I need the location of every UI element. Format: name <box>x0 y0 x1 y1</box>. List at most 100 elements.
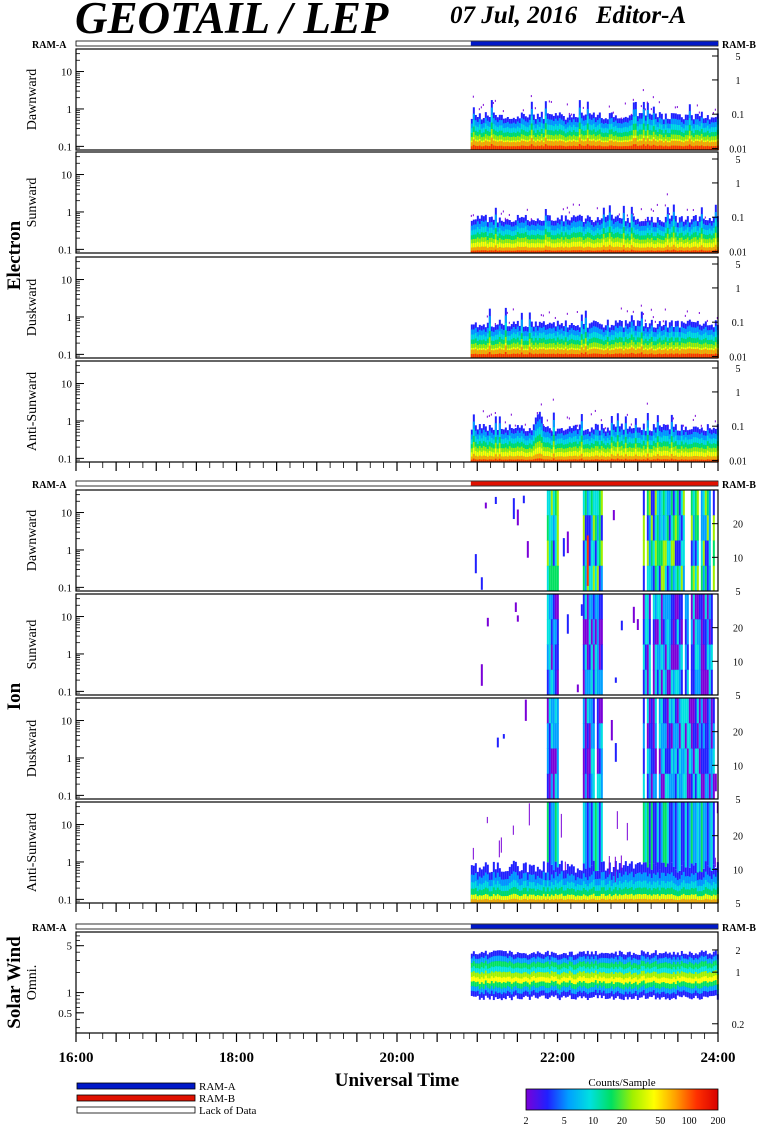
x-tick-label: 24:00 <box>701 1050 736 1066</box>
legend-swatch <box>76 1082 196 1090</box>
y-tick-label-right: 5 <box>736 155 741 166</box>
x-tick-label: 18:00 <box>219 1050 254 1066</box>
ram-a-label: RAM-A <box>32 480 67 491</box>
panel-sunward: 10 1 0.1 20 10 5 Sunward <box>25 593 743 702</box>
y-tick-label-right: 1 <box>736 76 741 87</box>
y-tick-label-left: 5 <box>67 941 73 953</box>
colorbar-tick-label: 10 <box>588 1116 598 1127</box>
legend-swatch <box>76 1106 196 1114</box>
panel-duskward: 10 1 0.1 20 10 5 Duskward <box>25 697 743 806</box>
y-tick-label-left: 0.1 <box>58 790 72 802</box>
x-tick-label: 20:00 <box>380 1050 415 1066</box>
y-tick-label-left: 1 <box>67 545 73 557</box>
ram-state-bar <box>470 41 718 46</box>
y-tick-label-right: 0.1 <box>732 422 745 433</box>
x-tick-label: 16:00 <box>59 1050 94 1066</box>
panel-label: Duskward <box>25 720 40 778</box>
legend-label: RAM-B <box>199 1093 235 1105</box>
panel-frame <box>75 489 719 592</box>
y-tick-label-left: 1 <box>67 416 73 428</box>
legend-label: RAM-A <box>199 1081 236 1093</box>
colorbar-gradient <box>525 1088 719 1111</box>
y-tick-label-left: 1 <box>67 857 73 869</box>
panel-frame <box>75 256 719 359</box>
y-tick-label-right: 5 <box>736 795 741 806</box>
group-label: Solar Wind <box>4 936 25 1029</box>
y-tick-label-right: 5 <box>736 52 741 63</box>
x-axis: 16:00 18:00 20:00 22:00 24:00 Universal Time <box>59 1050 736 1091</box>
y-tick-label-right: 5 <box>736 587 741 598</box>
panel-anti-sunward: 10 1 0.1 5 1 0.1 0.01 Anti-Sunward <box>25 360 747 467</box>
y-tick-label-right: 5 <box>736 260 741 271</box>
legend-swatch <box>76 1094 196 1102</box>
y-tick-label-right: 1 <box>736 968 741 979</box>
colorbar-tick-label: 2 <box>524 1116 529 1127</box>
date-editor-title: 07 Jul, 2016 Editor-A <box>450 2 687 29</box>
group-electron: RAM-A RAM-B Electron 10 1 0.1 5 1 0.1 0.01 Dawnwar… <box>4 40 756 471</box>
panel-anti-sunward: 10 1 0.1 20 10 5 Anti-Sunward <box>25 801 743 910</box>
panel-frame <box>75 151 719 254</box>
y-tick-label-right: 5 <box>736 691 741 702</box>
group-label: Ion <box>4 682 25 710</box>
y-tick-label-right: 10 <box>733 865 743 876</box>
y-tick-label-left: 0.1 <box>58 894 72 906</box>
y-tick-label-left: 0.1 <box>58 141 72 153</box>
panel-label: Anti-Sunward <box>25 372 40 451</box>
group-ion: RAM-A RAM-B Ion 10 1 0.1 20 10 5 Dawnward 10 1 0.1 20… <box>4 480 756 912</box>
y-tick-label-left: 1 <box>67 104 73 116</box>
y-tick-label-left: 10 <box>61 275 73 287</box>
y-tick-label-left: 10 <box>61 170 73 182</box>
panel-omni-: 5 1 0.5 2 1 0.2 Omni. <box>25 931 744 1034</box>
y-tick-label-right: 10 <box>733 761 743 772</box>
y-tick-label-left: 10 <box>61 508 73 520</box>
instrument-title: GEOTAIL / LEP <box>75 0 389 43</box>
panel-label: Dawnward <box>25 510 40 571</box>
y-tick-label-right: 2 <box>736 946 741 957</box>
panel-duskward: 10 1 0.1 5 1 0.1 0.01 Duskward <box>25 256 747 363</box>
colorbar-title: Counts/Sample <box>588 1077 655 1089</box>
ram-b-label: RAM-B <box>722 480 756 491</box>
panel-label: Omni. <box>25 965 40 1000</box>
y-tick-label-left: 10 <box>61 67 73 79</box>
y-tick-label-right: 0.01 <box>729 144 747 155</box>
y-tick-label-left: 0.1 <box>58 349 72 361</box>
y-tick-label-right: 1 <box>736 388 741 399</box>
y-tick-label-right: 20 <box>733 832 743 843</box>
panel-label: Sunward <box>25 178 40 228</box>
panel-label: Anti-Sunward <box>25 813 40 892</box>
ram-b-label: RAM-B <box>722 40 756 51</box>
y-tick-label-right: 1 <box>736 284 741 295</box>
y-tick-label-right: 0.1 <box>732 110 745 121</box>
colorbar-tick-label: 20 <box>617 1116 627 1127</box>
y-tick-label-right: 0.01 <box>729 352 747 363</box>
ram-a-label: RAM-A <box>32 923 67 934</box>
panel-dawnward: 10 1 0.1 20 10 5 Dawnward <box>25 489 743 598</box>
colorbar-tick-label: 50 <box>655 1116 665 1127</box>
y-tick-label-left: 1 <box>67 312 73 324</box>
y-tick-label-right: 1 <box>736 179 741 190</box>
legend-label: Lack of Data <box>199 1105 257 1117</box>
y-tick-label-left: 10 <box>61 820 73 832</box>
y-tick-label-right: 0.1 <box>732 318 745 329</box>
panel-label: Dawnward <box>25 69 40 130</box>
group-solar-wind: RAM-A RAM-B Solar Wind 5 1 0.5 2 1 0.2 Omni. <box>4 923 756 1042</box>
y-tick-label-right: 20 <box>733 728 743 739</box>
y-tick-label-left: 1 <box>67 649 73 661</box>
y-tick-label-left: 0.1 <box>58 686 72 698</box>
y-tick-label-left: 1 <box>67 753 73 765</box>
ram-state-bar <box>470 924 718 929</box>
y-tick-label-left: 0.1 <box>58 244 72 256</box>
y-tick-label-left: 10 <box>61 612 73 624</box>
panel-label: Sunward <box>25 620 40 670</box>
colorbar: Counts/Sample 2 5 10 20 50 100 200 <box>524 1077 726 1127</box>
panel-dawnward: 10 1 0.1 5 1 0.1 0.01 Dawnward <box>25 48 747 155</box>
y-tick-label-left: 1 <box>67 207 73 219</box>
group-label: Electron <box>4 220 25 290</box>
y-tick-label-left: 0.1 <box>58 453 72 465</box>
x-tick-label: 22:00 <box>540 1050 575 1066</box>
panel-sunward: 10 1 0.1 5 1 0.1 0.01 Sunward <box>25 151 747 258</box>
panel-frame <box>75 593 719 696</box>
y-tick-label-right: 0.01 <box>729 247 747 258</box>
y-tick-label-right: 0.1 <box>732 213 745 224</box>
